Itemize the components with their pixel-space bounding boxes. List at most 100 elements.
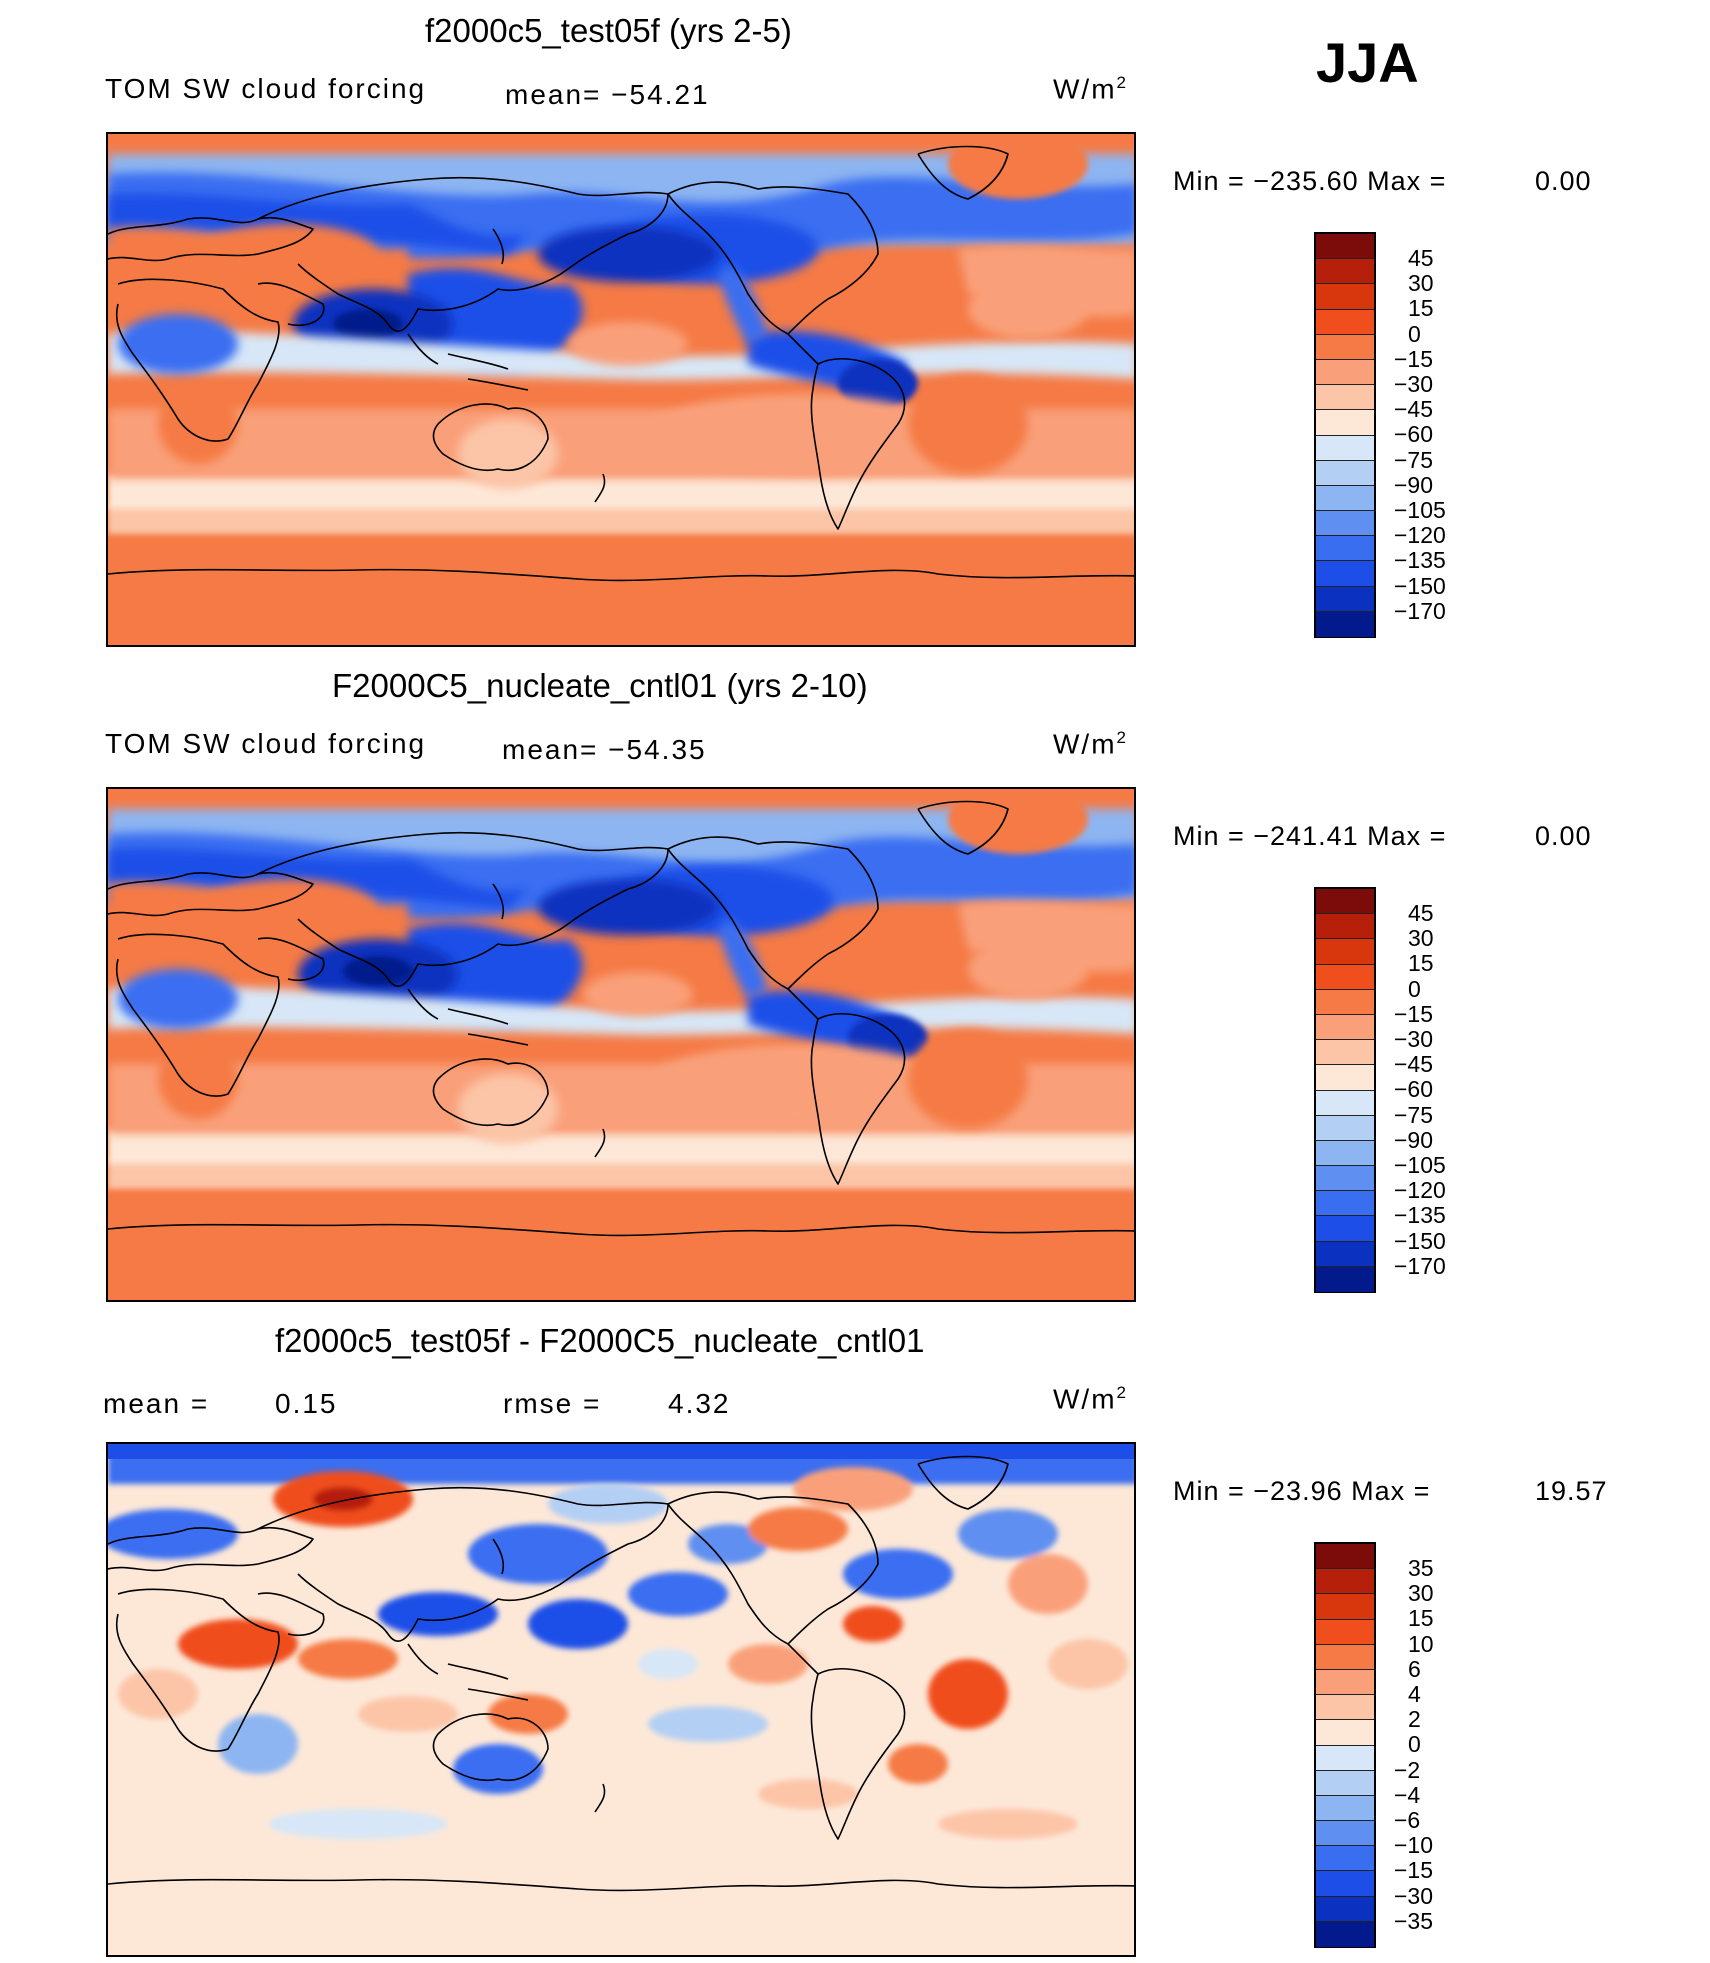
panel3-rmse-label: rmse = — [503, 1388, 602, 1419]
colorbar-swatch — [1316, 964, 1374, 990]
colorbar-swatch — [1316, 234, 1374, 260]
colorbar-tick-label: −30 — [1394, 1026, 1434, 1053]
colorbar-swatch — [1316, 1569, 1374, 1595]
panel3-colorbar-ticks: 35 30 15 10 6 4 2 0 −2 −4 −6 −10 −15 −30 −35 — [1394, 1555, 1434, 1934]
panel1-map — [106, 132, 1136, 647]
colorbar-swatch — [1316, 586, 1374, 612]
panel2-colorbar-ticks: 45 30 15 0 −15 −30 −45 −60 −75 −90 −105 −120 −135 −15… — [1394, 900, 1446, 1279]
colorbar-tick-label: −4 — [1394, 1781, 1421, 1808]
colorbar-tick-label: 30 — [1408, 1580, 1434, 1607]
colorbar-swatch — [1316, 1821, 1374, 1847]
colorbar-swatch — [1316, 359, 1374, 386]
colorbar-tick-label: 0 — [1408, 1731, 1421, 1758]
panel1-units: W/m2 — [1053, 73, 1128, 105]
colorbar-swatch — [1316, 1040, 1374, 1066]
colorbar-swatch — [1316, 1720, 1374, 1746]
colorbar-swatch — [1316, 385, 1374, 411]
panel1-title: f2000c5_test05f (yrs 2-5) — [425, 12, 792, 49]
colorbar-tick-label: 2 — [1408, 1706, 1421, 1733]
colorbar-swatch — [1316, 460, 1374, 486]
colorbar-swatch — [1316, 410, 1374, 436]
colorbar-swatch — [1316, 889, 1374, 915]
colorbar-swatch — [1316, 485, 1374, 512]
colorbar-tick-label: −35 — [1394, 1907, 1434, 1934]
colorbar-swatch — [1316, 1266, 1374, 1292]
panel1-variable-label: TOM SW cloud forcing — [105, 73, 427, 104]
colorbar-swatch — [1316, 939, 1374, 965]
colorbar-tick-label: −150 — [1394, 572, 1446, 599]
colorbar-swatch — [1316, 1770, 1374, 1796]
colorbar-swatch — [1316, 1846, 1374, 1872]
colorbar-swatch — [1316, 334, 1374, 360]
panel3-max-value: 19.57 — [1535, 1476, 1608, 1506]
panel3-rmse-value: 4.32 — [668, 1388, 731, 1419]
colorbar-swatch — [1316, 1896, 1374, 1922]
panel2-mean: mean= −54.35 — [502, 734, 707, 765]
colorbar-swatch — [1316, 561, 1374, 587]
colorbar-tick-label: −60 — [1394, 421, 1434, 448]
colorbar-swatch — [1316, 1921, 1374, 1947]
colorbar-swatch — [1316, 259, 1374, 285]
colorbar-swatch — [1316, 309, 1374, 335]
colorbar-tick-label: −120 — [1394, 1177, 1446, 1204]
panel3-units: W/m2 — [1053, 1383, 1128, 1415]
colorbar-swatch — [1316, 1795, 1374, 1822]
colorbar-tick-label: −60 — [1394, 1076, 1434, 1103]
colorbar-tick-label: 30 — [1408, 270, 1434, 297]
colorbar-swatch — [1316, 1644, 1374, 1670]
colorbar-swatch — [1316, 1745, 1374, 1771]
colorbar-swatch — [1316, 536, 1374, 562]
colorbar-swatch — [1316, 1014, 1374, 1041]
colorbar-tick-label: 15 — [1408, 1605, 1434, 1632]
colorbar-swatch — [1316, 1115, 1374, 1141]
colorbar-tick-label: 15 — [1408, 295, 1434, 322]
colorbar-tick-label: −105 — [1394, 1152, 1446, 1179]
colorbar-tick-label: −135 — [1394, 1202, 1446, 1229]
panel2-max-value: 0.00 — [1535, 821, 1592, 851]
colorbar-swatch — [1316, 1871, 1374, 1897]
colorbar-tick-label: −90 — [1394, 1126, 1434, 1153]
colorbar-swatch — [1316, 1544, 1374, 1570]
colorbar-swatch — [1316, 1065, 1374, 1091]
colorbar-swatch — [1316, 1090, 1374, 1116]
colorbar-tick-label: 6 — [1408, 1655, 1421, 1682]
panel2-units: W/m2 — [1053, 728, 1128, 760]
panel2-min-max: Min = −241.41 Max = — [1173, 821, 1447, 851]
panel1-colorbar-ticks: 45 30 15 0 −15 −30 −45 −60 −75 −90 −105 −120 −135 −15… — [1394, 245, 1446, 624]
colorbar-tick-label: −90 — [1394, 471, 1434, 498]
colorbar-tick-label: 45 — [1408, 245, 1434, 271]
colorbar-swatch — [1316, 1191, 1374, 1217]
panel3-colorbar — [1314, 1542, 1376, 1948]
panel1-min-max: Min = −235.60 Max = — [1173, 166, 1447, 196]
colorbar-tick-label: −6 — [1394, 1807, 1421, 1834]
colorbar-tick-label: −30 — [1394, 1882, 1434, 1909]
colorbar-tick-label: 0 — [1408, 320, 1421, 347]
colorbar-tick-label: −45 — [1394, 1051, 1434, 1078]
colorbar-tick-label: −170 — [1394, 1252, 1446, 1279]
colorbar-swatch — [1316, 1669, 1374, 1696]
colorbar-tick-label: 0 — [1408, 975, 1421, 1002]
colorbar-tick-label: −120 — [1394, 522, 1446, 549]
colorbar-tick-label: 45 — [1408, 900, 1434, 926]
colorbar-swatch — [1316, 284, 1374, 310]
panel3-min-max: Min = −23.96 Max = — [1173, 1476, 1431, 1506]
colorbar-tick-label: 4 — [1408, 1681, 1421, 1708]
colorbar-tick-label: −135 — [1394, 547, 1446, 574]
colorbar-swatch — [1316, 1695, 1374, 1721]
colorbar-swatch — [1316, 1594, 1374, 1620]
panel2-map — [106, 787, 1136, 1302]
panel1-colorbar — [1314, 232, 1376, 638]
panel1-max-value: 0.00 — [1535, 166, 1592, 196]
panel3-mean-label: mean = — [103, 1388, 210, 1419]
colorbar-tick-label: −15 — [1394, 345, 1434, 372]
panel1-mean: mean= −54.21 — [505, 79, 710, 110]
colorbar-tick-label: 30 — [1408, 925, 1434, 952]
colorbar-swatch — [1316, 989, 1374, 1015]
colorbar-swatch — [1316, 611, 1374, 637]
colorbar-tick-label: −10 — [1394, 1832, 1434, 1859]
panel3-title: f2000c5_test05f - F2000C5_nucleate_cntl0… — [275, 1322, 925, 1359]
colorbar-tick-label: 35 — [1408, 1555, 1434, 1581]
colorbar-swatch — [1316, 435, 1374, 461]
colorbar-tick-label: −170 — [1394, 597, 1446, 624]
panel2-title: F2000C5_nucleate_cntl01 (yrs 2-10) — [332, 667, 868, 704]
